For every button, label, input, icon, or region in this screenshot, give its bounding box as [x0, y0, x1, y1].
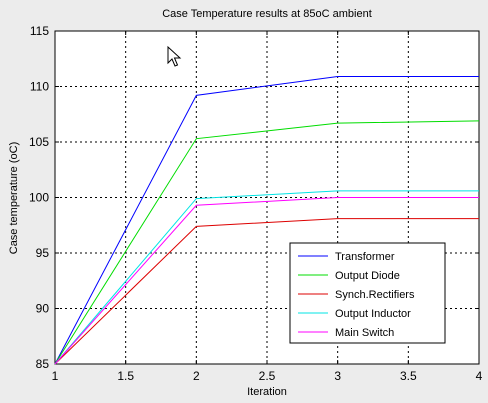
y-tick-label: 95 — [36, 246, 50, 260]
y-tick-label: 110 — [30, 80, 49, 94]
y-tick-label: 105 — [29, 135, 49, 149]
y-axis-label: Case temperature (oC) — [8, 142, 20, 255]
chart-title: Case Temperature results at 85oC ambient — [162, 8, 372, 20]
legend-box — [289, 242, 446, 344]
legend-entry-label: Output Diode — [335, 270, 400, 282]
series-line-output-diode — [54, 120, 480, 365]
y-tick-label: 115 — [30, 24, 49, 38]
legend-entry-label: Synch.Rectifiers — [335, 289, 415, 301]
y-tick-label: 100 — [29, 191, 49, 205]
x-tick-label: 3 — [334, 369, 341, 383]
series-line-main-switch — [54, 197, 479, 365]
mouse-pointer-icon — [167, 45, 182, 67]
x-tick-label: 2.5 — [259, 369, 276, 383]
legend-entry-label: Transformer — [335, 251, 395, 263]
series-lines — [54, 76, 480, 365]
x-tick-label: 1.5 — [117, 369, 134, 383]
y-tick-label: 90 — [36, 302, 50, 316]
series-line-transformer — [54, 76, 479, 365]
x-tick-label: 3.5 — [400, 369, 417, 383]
legend-entry-label: Output Inductor — [335, 308, 411, 320]
x-axis-label: Iteration — [247, 386, 287, 398]
y-tick-labels: 85 90 95 100 105 110 115 — [29, 24, 49, 371]
series-line-synch-rectifiers — [54, 218, 479, 365]
x-tick-label: 2 — [193, 369, 200, 383]
x-tick-labels: 1 1.5 2 2.5 3 3.5 4 — [52, 369, 483, 383]
x-tick-label: 4 — [476, 369, 483, 383]
axis-ticks — [54, 30, 480, 365]
y-tick-label: 85 — [36, 357, 50, 371]
legend: Transformer Output Diode Synch.Rectifiers O… — [289, 242, 446, 344]
legend-items: Transformer Output Diode Synch.Rectifiers O… — [298, 251, 415, 339]
series-line-output-inductor — [54, 190, 479, 365]
legend-entry-label: Main Switch — [335, 327, 394, 339]
x-tick-label: 1 — [52, 369, 59, 383]
